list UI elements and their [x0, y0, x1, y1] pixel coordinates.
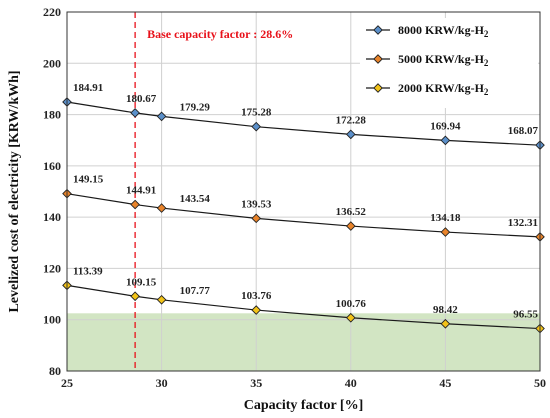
data-label: 109.15 — [126, 276, 157, 288]
y-tick-label: 180 — [43, 108, 61, 122]
legend-marker — [373, 25, 383, 35]
x-tick-label: 25 — [61, 376, 73, 390]
data-point — [130, 199, 140, 210]
data-label: 180.67 — [126, 93, 157, 105]
series-0: 184.91 180.67 179.29 175.28 172.28 169.94 168.… — [62, 82, 545, 150]
data-label: 136.52 — [336, 206, 367, 218]
y-tick-label: 100 — [43, 313, 61, 327]
data-point — [440, 227, 451, 237]
series-line — [66, 193, 541, 238]
legend-entry: 2000 KRW/kg-H2 — [366, 81, 489, 97]
gridlines — [67, 12, 540, 371]
legend-label: 2000 KRW/kg-H2 — [398, 81, 489, 97]
data-point — [345, 129, 356, 140]
x-tick-labels: 25 30 35 40 45 50 — [61, 376, 546, 390]
data-point — [156, 294, 167, 305]
data-label: 107.77 — [180, 285, 211, 297]
data-point — [130, 291, 140, 302]
data-point — [440, 135, 451, 146]
data-label: 139.53 — [241, 198, 272, 210]
legend-entry: 8000 KRW/kg-H2 — [366, 23, 489, 39]
data-label: 143.54 — [180, 193, 211, 205]
data-label: 168.07 — [508, 125, 539, 137]
legend-marker — [373, 83, 383, 93]
x-tick-label: 45 — [439, 376, 451, 390]
data-point — [440, 318, 451, 329]
data-label: 169.94 — [430, 120, 461, 132]
legend-box — [360, 18, 538, 108]
series-layer: 184.91 180.67 179.29 175.28 172.28 169.94 168.… — [62, 82, 545, 334]
y-tick-label: 80 — [49, 364, 61, 378]
y-tick-label: 140 — [43, 210, 61, 224]
series-1: 149.15 144.91 143.54 139.53 136.52 134.18 132.… — [62, 174, 545, 242]
y-tick-label: 200 — [43, 56, 61, 70]
data-label: 179.29 — [180, 101, 211, 113]
legend-label: 8000 KRW/kg-H2 — [398, 23, 489, 39]
x-tick-label: 30 — [156, 376, 168, 390]
data-label: 103.76 — [241, 290, 272, 302]
data-label: 132.31 — [508, 217, 538, 229]
target-cost-band — [67, 313, 540, 371]
data-label: 100.76 — [336, 298, 367, 310]
y-tick-label: 220 — [43, 5, 61, 19]
base-capacity-annotation: Base capacity factor : 28.6% — [147, 27, 293, 41]
y-tick-label: 160 — [43, 159, 61, 173]
data-label: 175.28 — [241, 107, 272, 119]
legend-entry: 5000 KRW/kg-H2 — [366, 52, 489, 68]
data-point — [345, 312, 356, 323]
plot-frame — [66, 11, 541, 372]
x-axis-label: Capacity factor [%] — [244, 398, 364, 413]
data-point — [130, 108, 140, 118]
y-axis-label: Levelized cost of electricity [KRW/kWh] — [7, 70, 22, 312]
data-label: 184.91 — [73, 82, 103, 94]
y-tick-label: 120 — [43, 261, 61, 275]
legend-label: 5000 KRW/kg-H2 — [398, 52, 489, 68]
data-label: 144.91 — [126, 185, 156, 197]
data-label: 96.55 — [513, 309, 538, 321]
data-point — [251, 121, 262, 132]
legend-marker — [373, 54, 383, 64]
data-label: 172.28 — [336, 114, 367, 126]
data-label: 134.18 — [430, 212, 461, 224]
data-point — [251, 213, 262, 224]
data-label: 149.15 — [73, 174, 104, 186]
x-tick-label: 50 — [534, 376, 546, 390]
series-2: 113.39 109.15 107.77 103.76 100.76 98.42 96.55 — [62, 265, 545, 334]
data-point — [156, 111, 167, 122]
data-label: 98.42 — [433, 304, 458, 316]
x-tick-label: 35 — [250, 376, 262, 390]
data-point — [156, 203, 167, 213]
data-point — [251, 305, 262, 315]
y-tick-labels: 80 100 120 140 160 180 200 220 — [43, 5, 61, 378]
legend: 8000 KRW/kg-H2 5000 KRW/kg-H2 2000 KRW/kg-… — [360, 18, 538, 108]
data-label: 113.39 — [73, 265, 103, 277]
series-line — [66, 101, 541, 146]
data-point — [345, 221, 356, 231]
x-tick-label: 40 — [345, 376, 357, 390]
